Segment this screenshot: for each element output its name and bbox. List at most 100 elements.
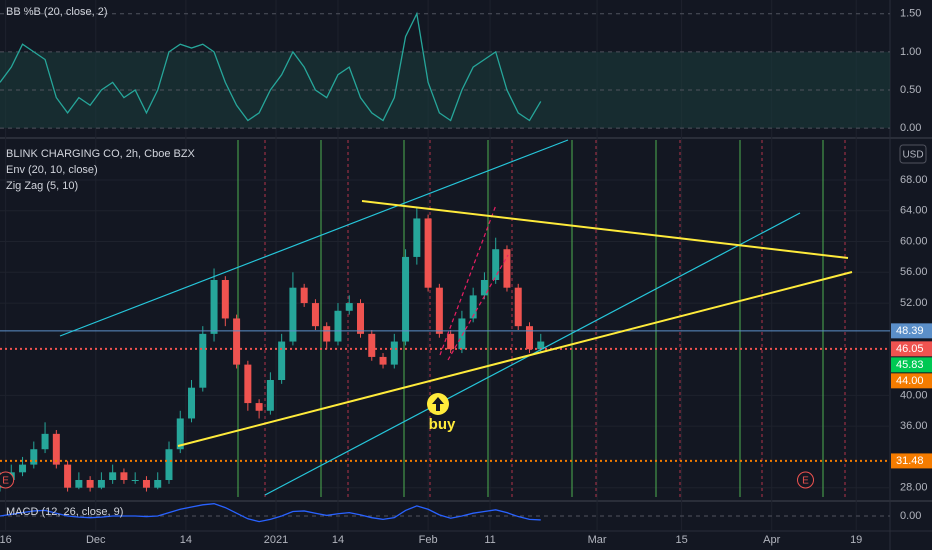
candle-body (176, 418, 184, 450)
candle-body (480, 280, 488, 296)
candle-body (278, 341, 286, 380)
candle-body (413, 218, 421, 257)
price-badge (891, 357, 932, 373)
candle-body (255, 403, 263, 411)
y-tick-label: 64.00 (900, 205, 928, 217)
candle-body (75, 480, 83, 488)
x-tick-label: 19 (850, 534, 862, 546)
event-marker (0, 471, 15, 489)
candle-body (131, 480, 139, 481)
candle-body (233, 318, 241, 365)
x-tick-label: 2021 (264, 534, 288, 546)
candle-body (469, 295, 477, 319)
price-badge-label: 48.39 (896, 325, 924, 337)
candle-body (514, 287, 522, 327)
buy-arrow (432, 397, 444, 411)
candle-body (86, 480, 94, 488)
candle-body (435, 287, 443, 334)
price-badge-label: 44.00 (896, 375, 924, 387)
wedge-line (439, 204, 497, 356)
currency: USD (902, 150, 923, 161)
candle-body (503, 249, 511, 288)
candle-body (390, 341, 398, 365)
y-tick-label: 1.00 (900, 46, 921, 58)
x-tick-label: 11 (484, 534, 495, 546)
candle-body (120, 472, 128, 480)
candle-body (109, 472, 117, 480)
candle-body (402, 256, 410, 342)
x-tick-label: 15 (675, 534, 687, 546)
price-badge-label: 31.48 (896, 455, 924, 467)
candle-body (142, 480, 150, 488)
candle-body (30, 449, 38, 465)
wedge-line (447, 254, 509, 361)
x-tick-label: 14 (180, 534, 192, 546)
candle-body (41, 433, 49, 450)
line (0, 11, 542, 122)
line (0, 503, 541, 523)
candle-body (97, 480, 105, 488)
price-badge (891, 453, 932, 469)
candle-body (323, 326, 331, 342)
candle-body (199, 333, 207, 388)
x-tick-label: Apr (763, 534, 780, 546)
band (0, 51, 890, 129)
candle-body (537, 341, 545, 350)
currency-box (899, 144, 927, 164)
indicator-label: Env (20, 10, close) (6, 164, 98, 176)
event-label: E (2, 476, 9, 487)
candle-body (289, 287, 297, 342)
overlay: buy (59, 139, 853, 496)
y-tick-label: 40.00 (900, 389, 928, 401)
candle-body (311, 303, 319, 327)
buy-label: buy (429, 416, 456, 433)
y-tick-label: 28.00 (900, 482, 928, 494)
x-tick-label: 16 (0, 534, 12, 546)
candle-body (266, 380, 274, 411)
candle-body (492, 249, 500, 280)
candle-body (210, 280, 218, 334)
y-tick-label: 60.00 (900, 235, 928, 247)
trend-line (361, 200, 849, 259)
candle-body (334, 310, 342, 342)
candle-body (458, 318, 466, 350)
chart-title: BLINK CHARGING CO, 2h, Cboe BZX (6, 148, 196, 160)
candle-body (357, 303, 365, 334)
event-label: E (802, 476, 809, 487)
pane-title: MACD (12, 26, close, 9) (6, 506, 123, 518)
indicator-label: Zig Zag (5, 10) (6, 180, 78, 192)
candle-body (345, 303, 353, 311)
x-tick-label: Mar (588, 534, 607, 546)
x-tick-label: Dec (86, 534, 106, 546)
price-badge-label: 46.05 (896, 343, 924, 355)
y-tick-label: 0.00 (900, 510, 921, 522)
candle-body (244, 364, 252, 404)
event-marker (797, 471, 815, 489)
y-tick-label: 56.00 (900, 266, 928, 278)
x-tick-label: 14 (332, 534, 344, 546)
candle-body (368, 333, 376, 357)
pane-title: BB %B (20, close, 2) (6, 6, 108, 18)
price-badge (891, 323, 932, 339)
y-tick-label: 0.00 (900, 122, 921, 134)
y-tick-label: 36.00 (900, 420, 928, 432)
y-tick-label: 68.00 (900, 174, 928, 186)
candle-body (64, 464, 72, 488)
trend-line (177, 271, 853, 447)
candle-body (188, 387, 196, 419)
candle-body (154, 480, 162, 488)
candle-body (447, 333, 455, 350)
price-badge (891, 341, 932, 357)
candle-body (300, 287, 308, 304)
x-tick-label: Feb (419, 534, 438, 546)
candle-body (52, 433, 60, 465)
candle-body (379, 356, 387, 365)
candle-body (165, 449, 173, 480)
candle-body (525, 326, 533, 350)
candle-body (221, 280, 229, 319)
candle-body (19, 464, 27, 473)
price-badge-label: 45.83 (896, 359, 924, 371)
y-tick-label: 0.50 (900, 84, 921, 96)
channel-line (59, 139, 569, 337)
